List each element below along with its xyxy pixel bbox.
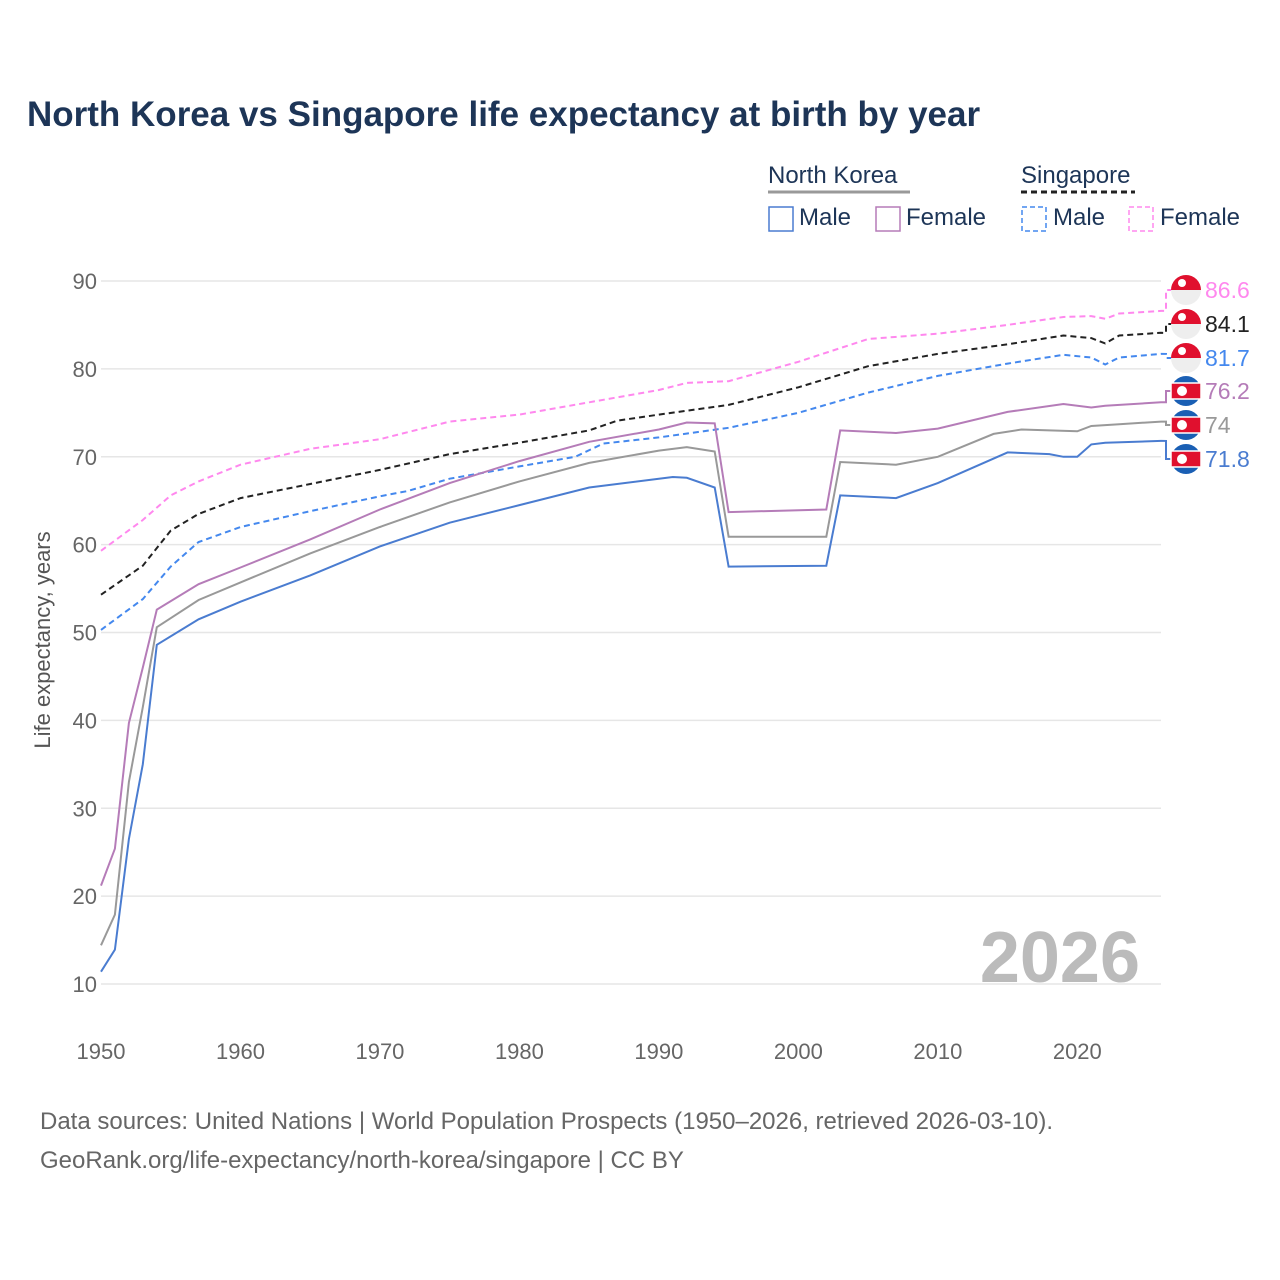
flag-crescent (1178, 347, 1186, 355)
y-tick-label: 20 (73, 884, 97, 909)
y-tick-label: 70 (73, 445, 97, 470)
footer-link[interactable]: GeoRank.org/life-expectancy/north-korea/… (40, 1147, 684, 1174)
x-tick-label: 2020 (1053, 1039, 1102, 1064)
flag-crescent (1178, 279, 1186, 287)
flag-bg (1171, 275, 1201, 305)
legend-sg-male[interactable]: Male (1053, 204, 1106, 231)
y-tick-label: 80 (73, 357, 97, 382)
series-line-north-korea (100, 420, 1173, 946)
legend-swatch-nk-female (875, 206, 901, 232)
north-korea-flag-icon (1170, 376, 1202, 406)
legend-swatch-sg-male (1021, 206, 1047, 232)
y-tick-label: 90 (73, 269, 97, 294)
flag-bg (1171, 410, 1201, 440)
flag-disc (1177, 420, 1187, 430)
flag-red-half (1171, 309, 1201, 324)
end-value-label: 81.7 (1205, 345, 1250, 371)
y-tick-label: 10 (73, 972, 97, 997)
series-line-north-korea-female (100, 390, 1173, 886)
end-value-label: 71.8 (1205, 446, 1250, 472)
flag-bg (1171, 444, 1201, 474)
y-tick-label: 30 (73, 796, 97, 821)
flag-red-half (1171, 343, 1201, 358)
flag-red-band (1170, 450, 1202, 468)
series-line-north-korea-male (100, 439, 1173, 973)
x-tick-label: 1980 (495, 1039, 544, 1064)
x-tick-label: 1990 (634, 1039, 683, 1064)
end-value-label: 74 (1205, 412, 1231, 438)
end-value-label: 84.1 (1205, 311, 1250, 337)
legend-nk-male[interactable]: Male (799, 204, 852, 231)
flag-red-band (1170, 382, 1202, 400)
series-line-singapore-female (100, 289, 1173, 552)
legend-singapore: Singapore (1021, 162, 1131, 189)
flag-red-band (1170, 416, 1202, 434)
singapore-flag-icon (1171, 343, 1201, 373)
end-value-label: 76.2 (1205, 378, 1250, 404)
y-tick-label: 40 (73, 708, 97, 733)
x-tick-label: 1960 (216, 1039, 265, 1064)
series-line-singapore-male (100, 352, 1173, 631)
x-tick-label: 1950 (77, 1039, 126, 1064)
x-tick-label: 2000 (774, 1039, 823, 1064)
y-tick-label: 50 (73, 621, 97, 646)
series-line-singapore (100, 323, 1173, 596)
north-korea-flag-icon (1170, 410, 1202, 440)
year-watermark: 2026 (980, 918, 1140, 998)
flag-bg (1171, 343, 1201, 373)
legend-sg-female[interactable]: Female (1160, 204, 1241, 231)
footer-sources: Data sources: United Nations | World Pop… (40, 1108, 1054, 1135)
legend-swatch-sg-female (1128, 206, 1154, 232)
north-korea-flag-icon (1170, 444, 1202, 474)
legend-north-korea: North Korea (768, 162, 898, 189)
flag-bg (1171, 309, 1201, 339)
singapore-flag-icon (1171, 275, 1201, 305)
end-value-label: 86.6 (1205, 277, 1250, 303)
flag-crescent (1178, 313, 1186, 321)
x-tick-label: 1970 (355, 1039, 404, 1064)
legend-swatch-nk-male (768, 206, 794, 232)
y-tick-label: 60 (73, 533, 97, 558)
flag-bg (1171, 376, 1201, 406)
x-tick-label: 2010 (913, 1039, 962, 1064)
singapore-flag-icon (1171, 309, 1201, 339)
flag-red-half (1171, 275, 1201, 290)
y-axis-label: Life expectancy, years (30, 531, 55, 748)
chart-title: North Korea vs Singapore life expectancy… (27, 95, 981, 134)
legend-nk-female[interactable]: Female (906, 204, 987, 231)
flag-disc (1177, 386, 1187, 396)
flag-disc (1177, 454, 1187, 464)
